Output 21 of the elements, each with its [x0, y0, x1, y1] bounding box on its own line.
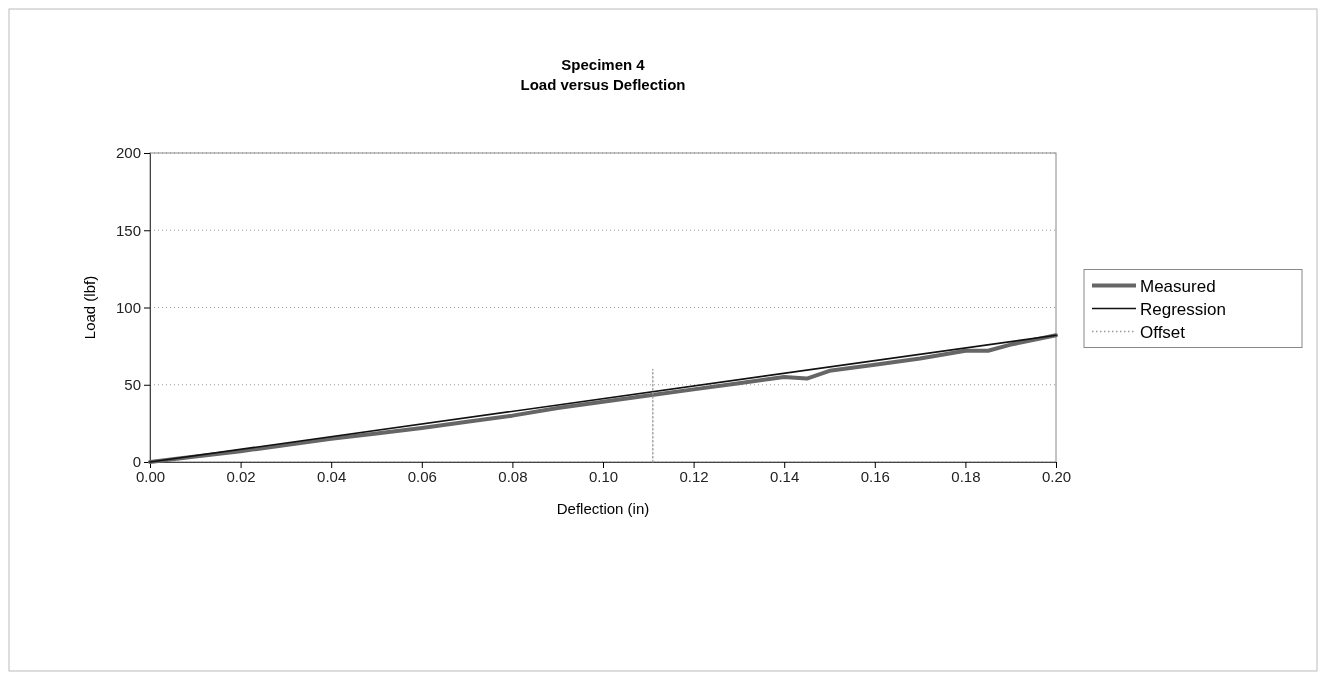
y-tick-label: 200 [115, 144, 141, 162]
x-tick-label: 0.20 [1041, 467, 1072, 485]
legend-label: Measured [1140, 276, 1216, 296]
y-tick-label: 50 [124, 376, 141, 394]
x-tick-label: 0.18 [951, 467, 981, 485]
legend-label: Regression [1140, 299, 1226, 319]
x-tick-label: 0.12 [679, 467, 709, 485]
x-tick-label: 0.04 [317, 467, 347, 485]
x-tick-label: 0.14 [770, 467, 800, 485]
x-tick-label: 0.08 [498, 467, 528, 485]
chart-subtitle: Load versus Deflection [520, 76, 686, 93]
y-tick-label: 150 [115, 221, 141, 239]
chart-title: Specimen 4 [561, 56, 646, 73]
x-tick-label: 0.16 [860, 467, 890, 485]
legend-label: Offset [1140, 322, 1186, 342]
x-tick-label: 0.06 [407, 467, 437, 485]
y-tick-label: 100 [115, 298, 141, 316]
x-tick-label: 0.10 [588, 467, 619, 485]
x-tick-label: 0.02 [226, 467, 256, 485]
x-axis-title: Deflection (in) [556, 500, 650, 517]
y-axis-title: Load (lbf) [81, 275, 98, 340]
